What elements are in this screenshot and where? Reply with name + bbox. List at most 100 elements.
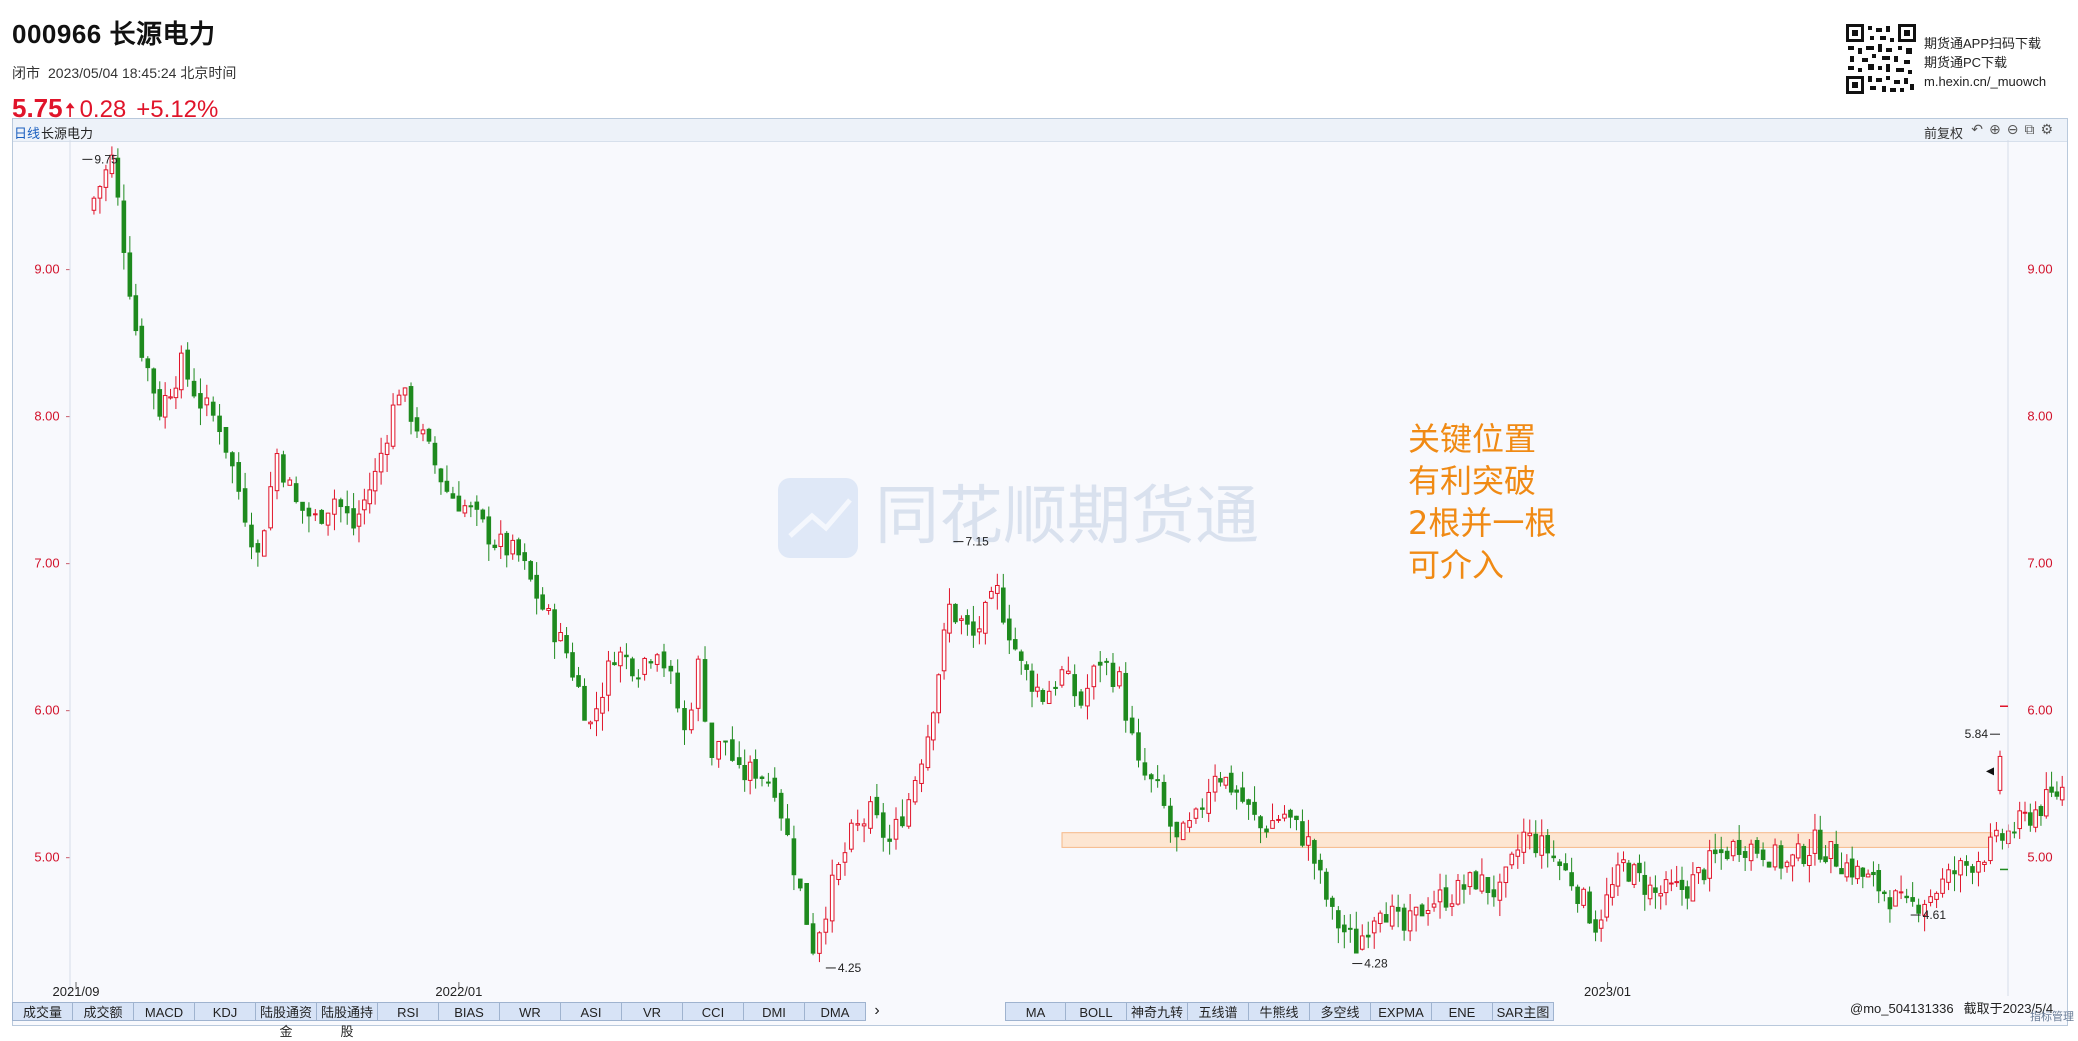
indicator-tab[interactable]: VR (622, 1002, 683, 1021)
candle-up (817, 932, 822, 954)
candle-down (1916, 904, 1921, 914)
y-tick-label-right: 7.00 (2027, 556, 2052, 571)
candle-up (313, 513, 318, 516)
candle-down (612, 662, 617, 666)
candle-up (925, 736, 931, 769)
candle-up (168, 396, 173, 399)
indicator-tab[interactable]: 成交额 (73, 1002, 134, 1021)
candle-down (2054, 791, 2060, 797)
y-tick-label-left: 5.00 (34, 850, 59, 865)
overlay-tab[interactable]: EXPMA (1371, 1002, 1432, 1021)
indicator-tab[interactable]: CCI (683, 1002, 744, 1021)
overlay-tab[interactable]: 五线谱 (1188, 1002, 1249, 1021)
kline-chart-panel[interactable]: 日线 长源电力 前复权 ↶⊕⊖⧉⚙ (12, 118, 2068, 1026)
candle-up (1958, 860, 1963, 876)
candle-down (1218, 778, 1223, 783)
zoom-in-icon[interactable]: ⊕ (1988, 121, 2007, 137)
candle-up (1035, 686, 1040, 692)
adjust-selector[interactable]: 前复权 (1923, 126, 1963, 141)
candle-up (2022, 811, 2028, 814)
zoom-out-icon[interactable]: ⊖ (2006, 121, 2025, 137)
candle-down (753, 759, 758, 779)
candle-down (1097, 661, 1103, 666)
marker-label: 4.28 (1364, 957, 1388, 971)
candle-down (1712, 849, 1718, 855)
candle-down (709, 722, 715, 758)
candle-up (1407, 910, 1413, 932)
indicator-tab[interactable]: BIAS (439, 1002, 500, 1021)
candle-down (900, 816, 905, 827)
indicator-tab[interactable]: MACD (134, 1002, 195, 1021)
candle-down (624, 654, 629, 658)
candle-down (1129, 717, 1135, 734)
candle-down (1569, 872, 1574, 887)
candle-down (522, 552, 527, 562)
candle-down (1642, 874, 1648, 895)
candle-up (1066, 670, 1071, 674)
overlay-tab[interactable]: BOLL (1066, 1002, 1127, 1021)
candle-down (1419, 904, 1425, 917)
candle-down (1136, 732, 1141, 761)
overlay-tab[interactable]: MA (1005, 1002, 1066, 1021)
indicator-tab[interactable]: ASI (561, 1002, 622, 1021)
indicator-tab[interactable]: WR (500, 1002, 561, 1021)
indicator-tab[interactable]: DMA (805, 1002, 866, 1021)
marker-label: 5.84 (1965, 727, 1989, 741)
candle-down (293, 483, 299, 503)
tabs-next-icon[interactable]: › (874, 1002, 880, 1019)
candle-down (210, 401, 216, 416)
candle-up (325, 512, 331, 526)
indicator-tab[interactable]: 陆股通资金 (256, 1002, 317, 1039)
candle-up (931, 712, 936, 741)
indicator-tab[interactable]: RSI (378, 1002, 439, 1021)
candle-down (730, 739, 735, 761)
candle-up (274, 453, 280, 492)
candle-down (281, 454, 286, 483)
candle-up (498, 533, 504, 547)
candle-up (1946, 869, 1951, 883)
indicator-tab[interactable]: 陆股通持股 (317, 1002, 378, 1039)
candle-down (338, 499, 344, 508)
overlay-tab[interactable]: ENE (1432, 1002, 1493, 1021)
indicator-tab[interactable]: KDJ (195, 1002, 256, 1021)
candle-up (1270, 820, 1275, 829)
candle-down (1012, 639, 1018, 650)
candle-down (1587, 891, 1592, 924)
candle-down (785, 818, 790, 836)
candle-up (893, 818, 899, 840)
overlay-tab[interactable]: 牛熊线 (1249, 1002, 1310, 1021)
candle-up (1988, 836, 1993, 862)
candle-up (995, 584, 1000, 594)
candle-up (1497, 881, 1503, 901)
period-selector[interactable]: 日线 (14, 126, 41, 141)
candle-down (1443, 887, 1449, 908)
settings-icon[interactable]: ⚙ (2040, 121, 2059, 137)
indicator-tab[interactable]: DMI (744, 1002, 805, 1021)
candle-up (836, 864, 841, 880)
candle-up (947, 603, 952, 634)
overlay-tab[interactable]: SAR主图 (1493, 1002, 1554, 1021)
candle-up (268, 486, 273, 529)
overlay-tab[interactable]: 神奇九转 (1127, 1002, 1188, 1021)
candle-down (953, 603, 958, 623)
candle-down (157, 389, 163, 417)
candle-down (1383, 914, 1389, 923)
promo-link[interactable]: m.hexin.cn/_muowch (1924, 74, 2047, 89)
candle-up (1647, 884, 1653, 900)
candle-up (1730, 840, 1736, 857)
overlay-tabs: MA BOLL 神奇九转 五线谱 牛熊线 多空线 EXPMA ENE SAR主图 (1005, 1002, 1554, 1022)
annotation-line-2: 有利突破 (1408, 462, 1536, 500)
candle-down (1485, 877, 1491, 893)
indicator-tab[interactable]: 成交量 (12, 1002, 73, 1021)
candle-up (1581, 888, 1586, 906)
candle-up (600, 696, 605, 714)
candle-up (1377, 912, 1383, 925)
overlay-tab[interactable]: 多空线 (1310, 1002, 1371, 1021)
indicator-manage-button[interactable]: 指标管理 (2030, 1011, 2074, 1023)
window-icon[interactable]: ⧉ (2024, 121, 2041, 137)
candle-down (1823, 856, 1828, 863)
candle-down (552, 609, 557, 643)
candle-up (1696, 866, 1701, 874)
undo-icon[interactable]: ↶ (1971, 121, 1989, 137)
